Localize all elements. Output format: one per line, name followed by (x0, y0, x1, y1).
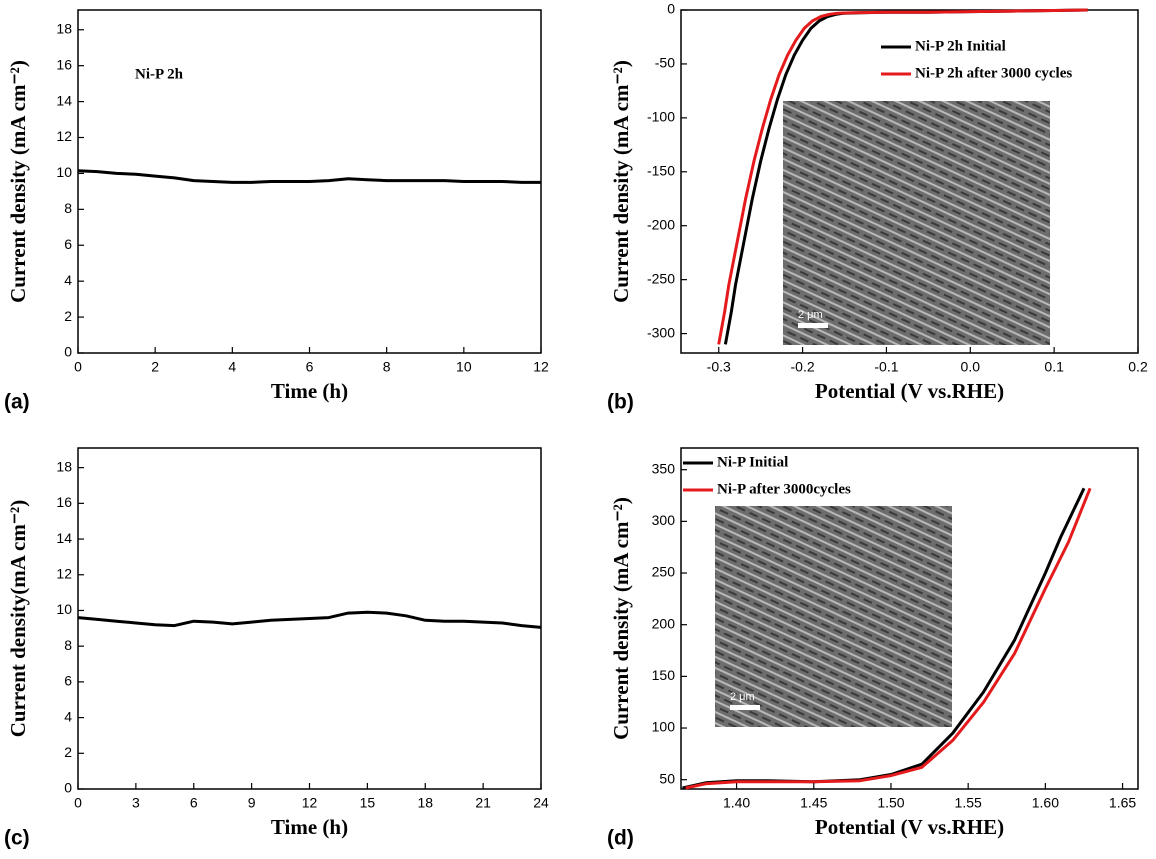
x-axis-title: Potential (V vs.RHE) (815, 379, 1004, 403)
x-tick-label: 15 (360, 795, 376, 811)
y-tick-label: 18 (56, 458, 72, 474)
y-tick-label: 6 (64, 673, 72, 689)
y-tick-label: 4 (64, 272, 72, 288)
chart-panel: 0 2 4 6 8 10 12 0 2 4 6 8 10 12 14 16 18 Time (h) Current … (4, 9, 549, 414)
y-tick-label: 10 (56, 164, 72, 180)
legend-label: Ni-P Initial (717, 454, 788, 470)
x-tick-label: 18 (417, 795, 433, 811)
y-tick-label: 250 (652, 564, 676, 580)
annotation: Ni-P 2h (135, 66, 184, 82)
data-line (77, 610, 542, 629)
data-line (77, 169, 541, 184)
y-tick-label: 50 (659, 770, 675, 786)
y-tick-label: -300 (647, 324, 675, 340)
y-axis-title: Current density (mA cm⁻²) (6, 60, 30, 303)
y-tick-label: 10 (56, 601, 72, 617)
y-tick-label: 14 (56, 530, 72, 546)
x-tick-label: 1.40 (723, 795, 750, 811)
y-tick-label: 2 (64, 744, 72, 760)
y-tick-label: 12 (56, 128, 72, 144)
x-tick-label: 1.45 (800, 795, 827, 811)
chart-panel: -0.3 -0.2 -0.1 0.0 0.1 0.2 -300 -250 -200 -150 -10… (607, 1, 1148, 414)
y-tick-label: 8 (64, 200, 72, 216)
panel-label: (b) (607, 391, 634, 414)
y-tick-label: 4 (64, 708, 72, 724)
plot-frame (680, 447, 1139, 790)
y-tick-label: 14 (56, 92, 72, 108)
y-tick-label: 2 (64, 308, 72, 324)
panel-label: (d) (607, 827, 634, 850)
y-tick-label: -100 (647, 109, 675, 125)
y-tick-label: 0 (64, 780, 72, 796)
x-tick-label: -0.1 (874, 359, 898, 375)
legend-label: Ni-P after 3000cycles (717, 481, 851, 497)
scale-label: 2 μm (798, 309, 823, 321)
x-axis-title: Time (h) (271, 379, 348, 403)
scale-bar (730, 705, 760, 710)
y-tick-label: 300 (652, 512, 676, 528)
y-tick-label: 6 (64, 236, 72, 252)
x-tick-label: 0.1 (1044, 359, 1064, 375)
y-tick-label: 8 (64, 637, 72, 653)
x-tick-label: 6 (306, 359, 314, 375)
x-axis-title: Potential (V vs.RHE) (815, 815, 1004, 839)
x-tick-label: 0 (74, 795, 82, 811)
chart-panel: 1.40 1.45 1.50 1.55 1.60 1.65 50 100 150 200 250 30… (607, 447, 1139, 850)
y-tick-label: 18 (56, 20, 72, 36)
x-tick-label: -0.3 (707, 359, 731, 375)
y-tick-label: 100 (652, 719, 676, 735)
x-tick-label: 2 (151, 359, 159, 375)
x-tick-label: 24 (533, 795, 549, 811)
y-tick-label: 16 (56, 494, 72, 510)
legend-label: Ni-P 2h Initial (915, 38, 1006, 54)
plot-frame (680, 9, 1139, 354)
panel-label: (c) (4, 827, 30, 850)
x-tick-label: 0.2 (1128, 359, 1148, 375)
y-tick-label: 200 (652, 615, 676, 631)
y-tick-label: 150 (652, 667, 676, 683)
y-tick-label: -150 (647, 162, 675, 178)
y-tick-label: 0 (667, 1, 675, 17)
panel-label: (a) (4, 391, 30, 414)
x-tick-label: 1.50 (877, 795, 904, 811)
x-tick-label: 12 (302, 795, 318, 811)
y-axis-title: Current density(mA cm⁻²) (6, 500, 30, 737)
y-tick-label: 16 (56, 56, 72, 72)
x-tick-label: 3 (132, 795, 140, 811)
x-tick-label: 10 (456, 359, 472, 375)
scale-label: 2 μm (730, 691, 755, 703)
x-tick-label: 1.60 (1032, 795, 1059, 811)
x-tick-label: 9 (248, 795, 256, 811)
x-tick-label: -0.2 (791, 359, 815, 375)
y-tick-label: -200 (647, 216, 675, 232)
x-tick-label: 0.0 (961, 359, 981, 375)
legend-label: Ni-P 2h after 3000 cycles (915, 65, 1072, 81)
data-line (685, 487, 1092, 790)
x-tick-label: 12 (533, 359, 549, 375)
y-tick-label: -50 (655, 55, 675, 71)
x-tick-label: 8 (383, 359, 391, 375)
y-axis-title: Current density (mA cm⁻²) (609, 60, 633, 303)
x-tick-label: 1.55 (955, 795, 982, 811)
x-tick-label: 4 (228, 359, 236, 375)
x-axis-title: Time (h) (271, 815, 348, 839)
scale-bar (798, 323, 828, 328)
y-axis-title: Current density (mA cm⁻²) (609, 497, 633, 740)
x-tick-label: 6 (190, 795, 198, 811)
x-tick-label: 1.65 (1109, 795, 1136, 811)
x-tick-label: 0 (74, 359, 82, 375)
sem-inset (783, 101, 1050, 345)
y-tick-label: 12 (56, 565, 72, 581)
y-tick-label: 350 (652, 460, 676, 476)
x-tick-label: 21 (475, 795, 491, 811)
y-tick-label: 0 (64, 344, 72, 360)
y-tick-label: -250 (647, 270, 675, 286)
data-line (717, 8, 1088, 345)
sem-inset (715, 506, 952, 727)
